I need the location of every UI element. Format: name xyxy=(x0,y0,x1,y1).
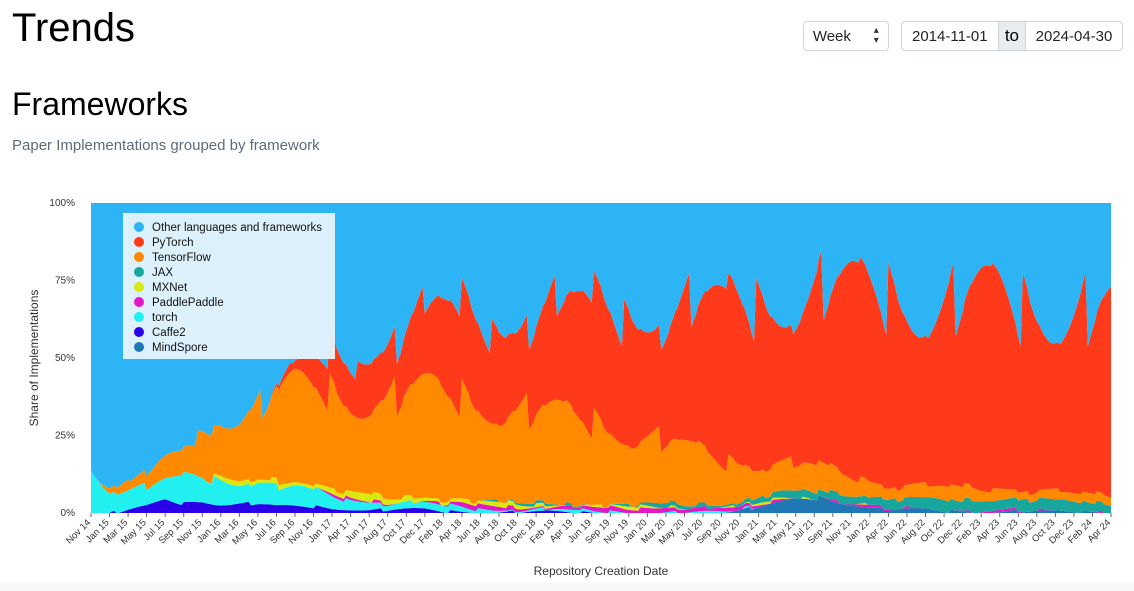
legend-label: PaddlePaddle xyxy=(152,297,224,309)
page-footer-band xyxy=(0,583,1134,591)
area-layers xyxy=(91,203,1111,513)
legend-background xyxy=(123,213,335,359)
legend-swatch xyxy=(134,237,144,247)
y-tick-label: 50% xyxy=(55,353,75,364)
area-series-jax xyxy=(91,470,1111,513)
legend-swatch xyxy=(134,252,144,262)
start-date-input[interactable]: 2014-11-01 xyxy=(900,21,999,51)
y-tick-label: 25% xyxy=(55,431,75,442)
date-range: 2014-11-01 to 2024-04-30 xyxy=(900,21,1123,51)
legend-label: Other languages and frameworks xyxy=(152,222,322,234)
section-subtitle: Paper Implementations grouped by framewo… xyxy=(12,137,320,154)
legend-label: PyTorch xyxy=(152,237,194,249)
legend-swatch xyxy=(134,267,144,277)
area-series-mindspore xyxy=(91,495,1111,513)
legend-label: torch xyxy=(152,312,178,324)
y-tick-label: 0% xyxy=(61,508,76,519)
legend-label: TensorFlow xyxy=(152,252,211,264)
legend-swatch xyxy=(134,312,144,322)
legend-label: MindSpore xyxy=(152,342,208,354)
area-series-pytorch xyxy=(91,251,1111,498)
legend-swatch xyxy=(134,342,144,352)
legend-swatch xyxy=(134,282,144,292)
area-series-tensorflow xyxy=(91,368,1111,508)
legend-label: MXNet xyxy=(152,282,188,294)
area-series-torch xyxy=(91,470,1111,513)
legend-label: Caffe2 xyxy=(152,327,186,339)
date-range-separator: to xyxy=(998,21,1025,51)
interval-value: Week xyxy=(812,27,851,45)
select-caret-icon: ▴ ▾ xyxy=(873,25,879,46)
x-axis-label: Repository Creation Date xyxy=(534,564,669,578)
chart-legend: Other languages and frameworks PyTorch Ten… xyxy=(123,213,335,359)
legend-swatch xyxy=(134,327,144,337)
date-controls: Week ▴ ▾ 2014-11-01 to 2024-04-30 xyxy=(802,21,1123,51)
interval-select[interactable]: Week ▴ ▾ xyxy=(802,21,889,51)
legend-swatch xyxy=(134,222,144,232)
end-date-input[interactable]: 2024-04-30 xyxy=(1025,21,1123,51)
area-series-other-languages-and-frameworks xyxy=(91,203,1111,489)
area-series-paddlepaddle xyxy=(91,470,1111,513)
page-title: Trends xyxy=(12,6,136,50)
legend-swatch xyxy=(134,297,144,307)
y-axis-label: Share of Implementations xyxy=(27,290,41,427)
y-tick-label: 75% xyxy=(55,276,75,287)
legend-label: JAX xyxy=(152,267,173,279)
area-series-mxnet xyxy=(91,470,1111,513)
area-series-caffe2 xyxy=(91,495,1111,513)
section-title: Frameworks xyxy=(12,86,189,122)
y-tick-label: 100% xyxy=(49,198,75,209)
